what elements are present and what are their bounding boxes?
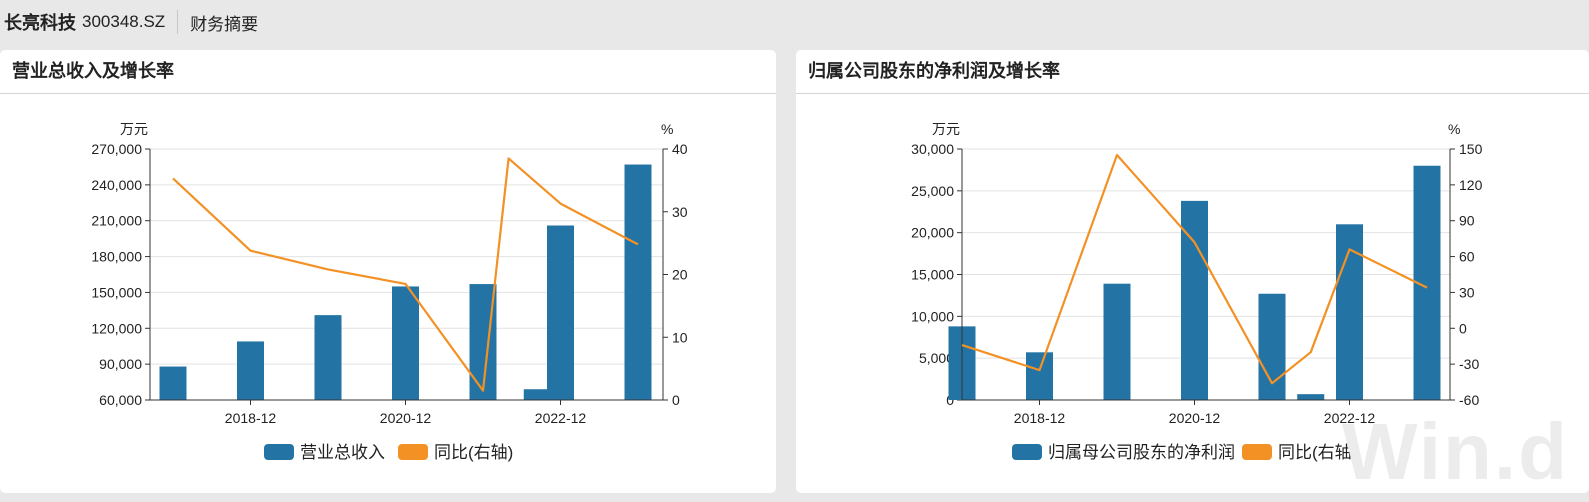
- right-axis-label: 30: [1459, 284, 1475, 300]
- x-tick-label: 2022-12: [1324, 410, 1376, 426]
- x-tick-label: 2020-12: [1169, 410, 1221, 426]
- net-profit-bar[interactable]: [1103, 283, 1131, 400]
- revenue-chart-title: 营业总收入及增长率: [0, 50, 776, 94]
- x-tick-label: 2018-12: [225, 410, 277, 426]
- company-name: 长亮科技: [4, 13, 76, 33]
- section-title[interactable]: 财务摘要: [190, 14, 259, 34]
- legend-line-label[interactable]: 同比(右轴): [1278, 443, 1357, 462]
- x-tick-label: 2020-12: [380, 410, 432, 426]
- header-divider: [177, 10, 179, 34]
- revenue-panel: 营业总收入及增长率 60,000 90,000 120,000 150,000 180,…: [0, 50, 776, 493]
- legend-bar-label[interactable]: 归属母公司股东的净利润: [1048, 443, 1235, 462]
- net-profit-bar[interactable]: [1181, 200, 1208, 400]
- revenue-bar[interactable]: [392, 286, 419, 400]
- left-axis-label: 10,000: [911, 308, 954, 324]
- revenue-bar[interactable]: [523, 389, 551, 400]
- right-axis-label: 60: [1459, 249, 1475, 265]
- right-axis-label: 0: [672, 392, 680, 408]
- x-tick-label: 2018-12: [1014, 410, 1066, 426]
- x-tick-label: 2022-12: [535, 410, 587, 426]
- left-axis-label: 90,000: [99, 356, 142, 372]
- stock-code: 300348.SZ: [82, 12, 166, 31]
- revenue-chart: 60,000 90,000 120,000 150,000 180,000 210,000…: [91, 121, 688, 462]
- revenue-bar[interactable]: [159, 366, 187, 400]
- revenue-bar[interactable]: [624, 164, 652, 400]
- left-axis-label: 120,000: [91, 320, 142, 336]
- legend-line-label[interactable]: 同比(右轴): [434, 443, 513, 462]
- left-axis-label: 25,000: [911, 183, 954, 199]
- left-axis-label: 180,000: [91, 249, 142, 265]
- right-axis-label: 10: [672, 329, 688, 345]
- right-axis-label: -60: [1459, 392, 1479, 408]
- legend-bar-label[interactable]: 营业总收入: [300, 443, 385, 462]
- right-axis-label: 40: [672, 141, 688, 157]
- left-axis-label: 270,000: [91, 141, 142, 157]
- legend-bar-swatch[interactable]: [264, 444, 294, 460]
- right-unit: %: [661, 121, 673, 137]
- left-unit: 万元: [932, 121, 960, 137]
- right-unit: %: [1448, 121, 1460, 137]
- left-axis-label: 60,000: [99, 392, 142, 408]
- right-axis-label: -30: [1459, 356, 1479, 372]
- net-profit-panel: 归属公司股东的净利润及增长率 0 5,000 10,000 15,000 20,000 2…: [796, 50, 1589, 493]
- legend-line-swatch[interactable]: [1242, 444, 1272, 460]
- right-axis-label: 120: [1459, 177, 1483, 193]
- legend-line-swatch[interactable]: [398, 444, 428, 460]
- left-axis-label: 240,000: [91, 177, 142, 193]
- right-axis-label: 90: [1459, 213, 1475, 229]
- left-axis-label: 150,000: [91, 284, 142, 300]
- left-axis-label: 30,000: [911, 141, 954, 157]
- left-axis-label: 210,000: [91, 213, 142, 229]
- net-profit-chart-title: 归属公司股东的净利润及增长率: [796, 50, 1589, 94]
- right-axis-label: 20: [672, 267, 688, 283]
- page-header: 长亮科技 300348.SZ 财务摘要: [0, 0, 1589, 44]
- right-axis-label: 30: [672, 204, 688, 220]
- yoy-growth-line[interactable]: [172, 157, 639, 392]
- revenue-bar[interactable]: [547, 225, 574, 400]
- net-profit-chart: 0 5,000 10,000 15,000 20,000 25,000 30,000 -60 -…: [911, 121, 1483, 462]
- yoy-growth-line[interactable]: [961, 153, 1428, 385]
- left-axis-label: 15,000: [911, 267, 954, 283]
- legend-bar-swatch[interactable]: [1012, 444, 1042, 460]
- right-axis-label: 0: [1459, 320, 1467, 336]
- net-profit-bar[interactable]: [1026, 352, 1053, 400]
- revenue-bar[interactable]: [314, 315, 342, 400]
- net-profit-bar[interactable]: [1297, 394, 1325, 400]
- right-axis-label: 150: [1459, 141, 1483, 157]
- left-unit: 万元: [120, 121, 148, 137]
- left-axis-label: 20,000: [911, 225, 954, 241]
- left-axis-label: 5,000: [919, 350, 954, 366]
- revenue-bar[interactable]: [237, 341, 264, 400]
- wind-watermark: Win.d: [1342, 407, 1569, 496]
